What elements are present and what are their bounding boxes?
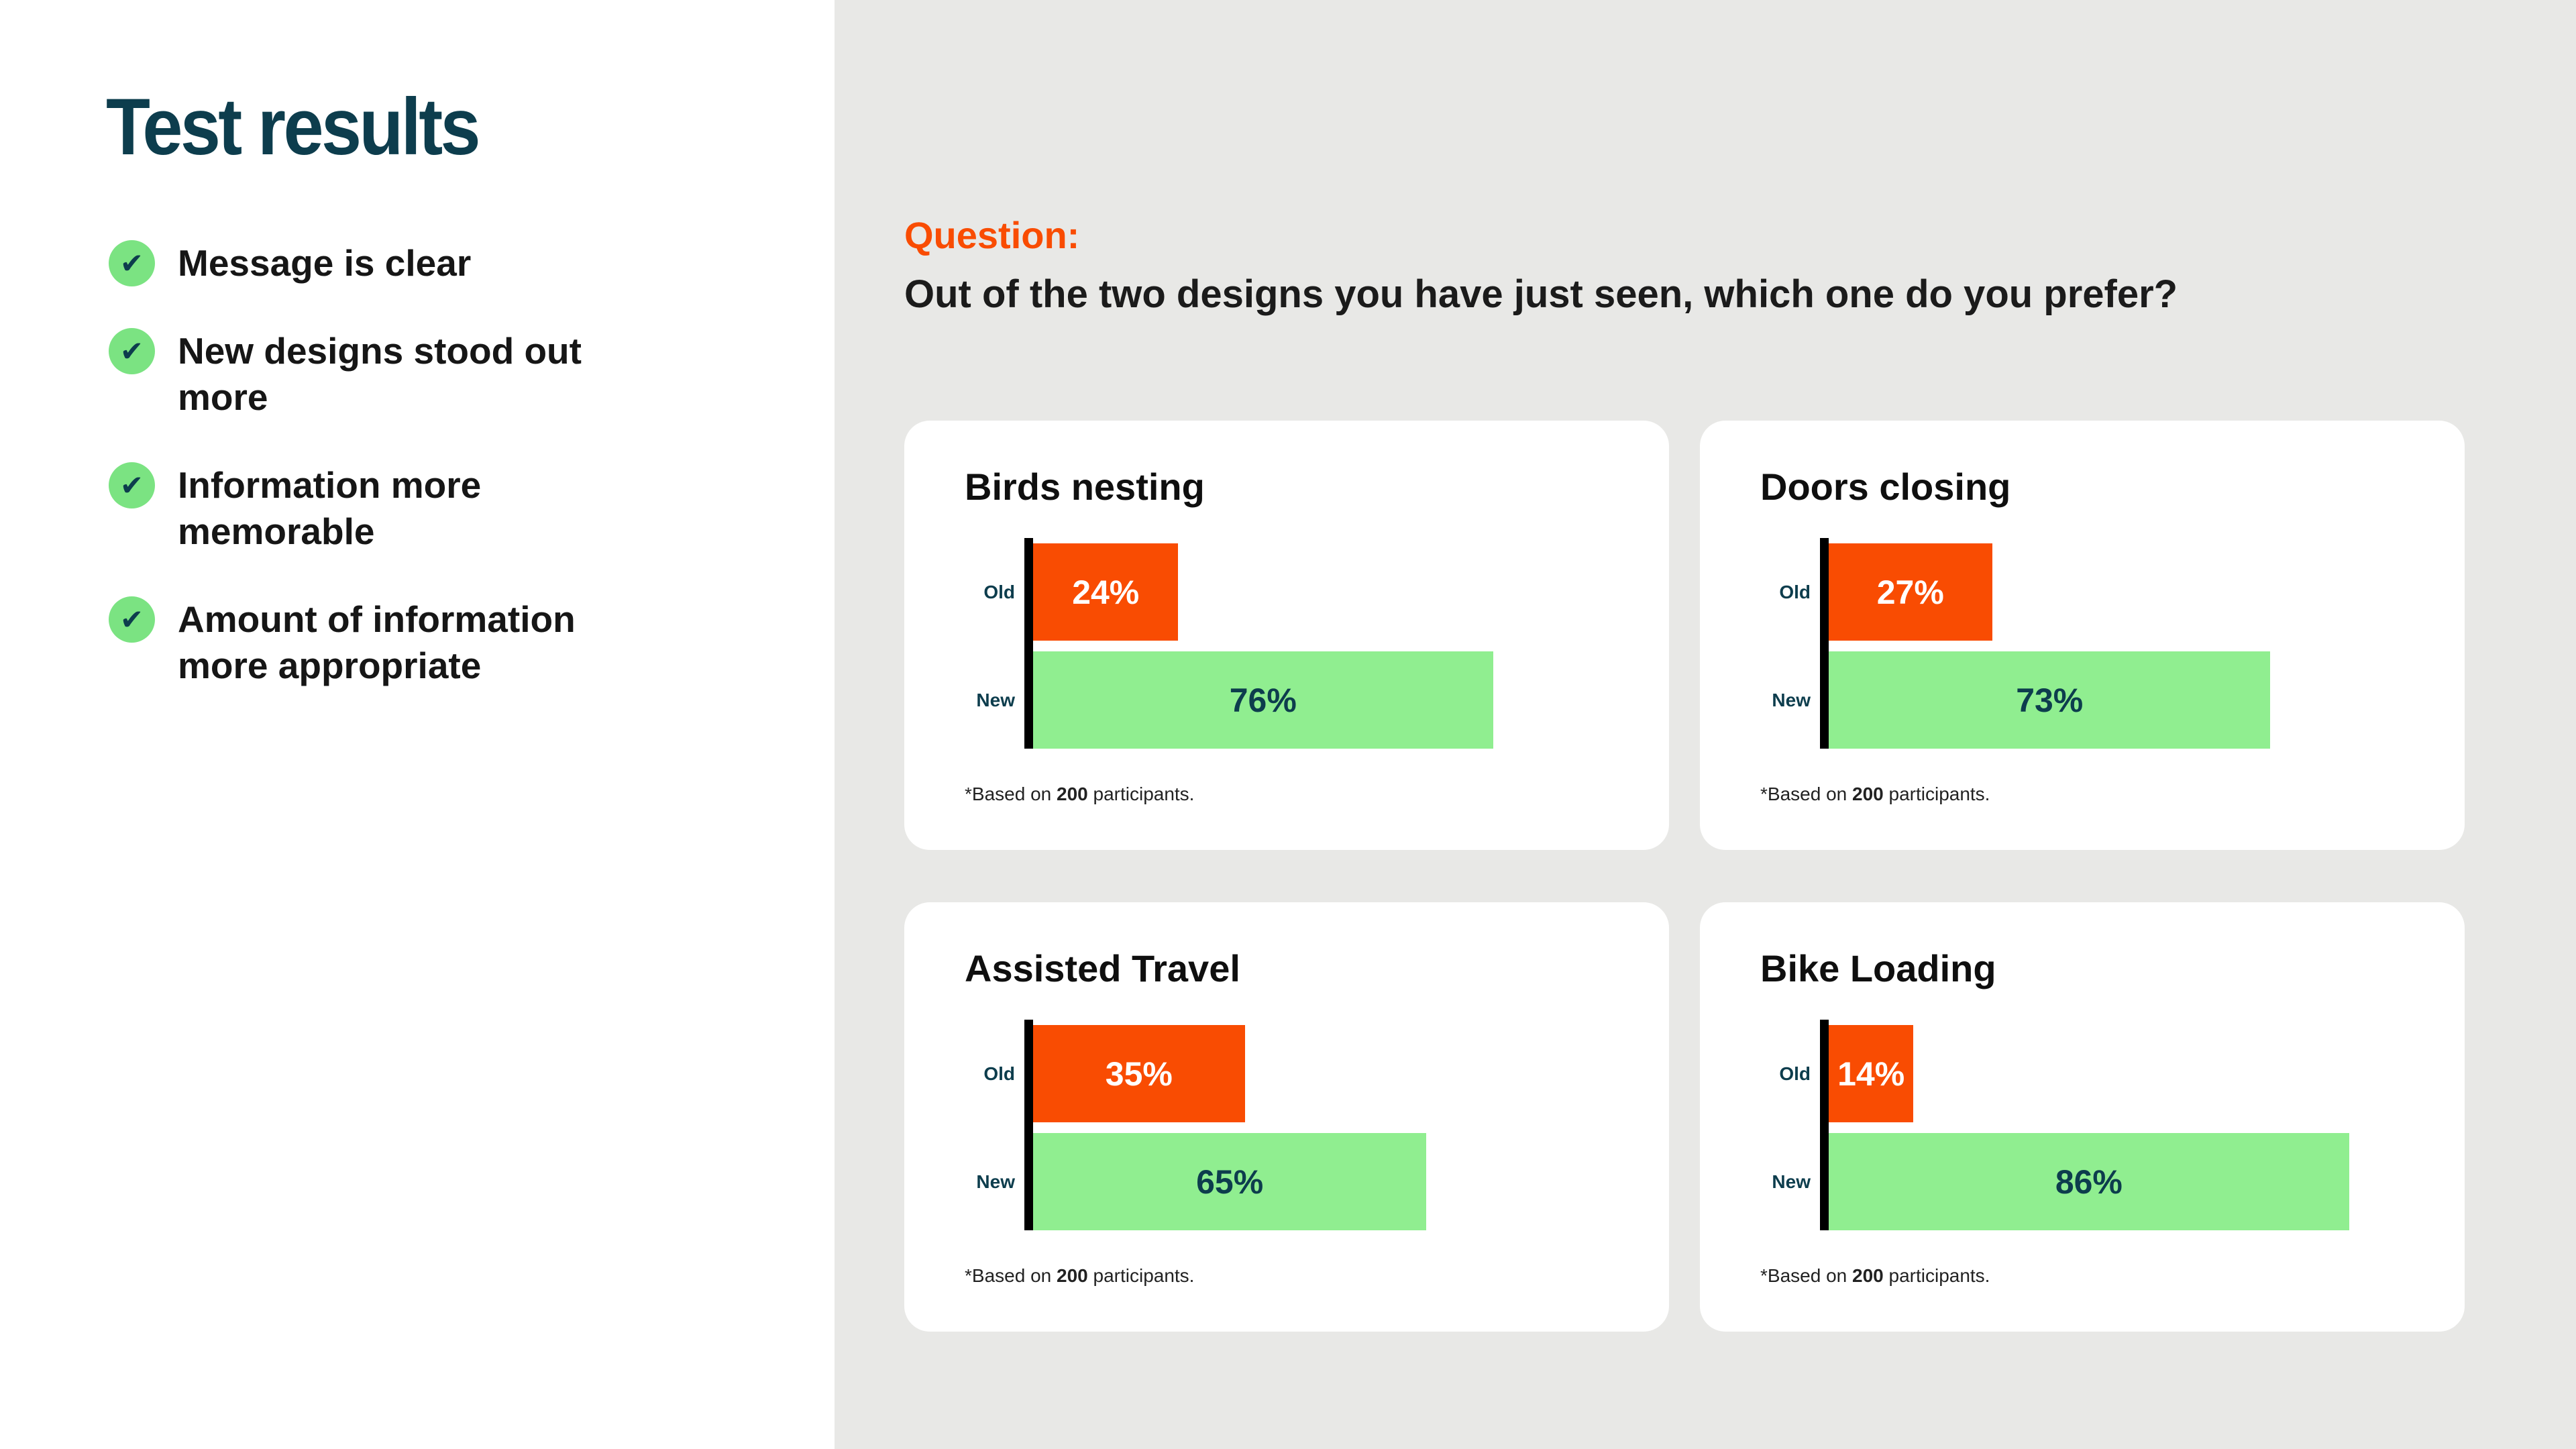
bar-value-old: 24% bbox=[1072, 573, 1140, 611]
footnote-prefix: *Based on bbox=[965, 1265, 1057, 1286]
footnote: *Based on 200 participants. bbox=[965, 1265, 1638, 1287]
chart-title: Birds nesting bbox=[965, 466, 1205, 508]
bar-row-old: 35% bbox=[1033, 1025, 1638, 1122]
bar-row-new: 65% bbox=[1033, 1133, 1638, 1230]
chart-plot-axis: 35% 65% bbox=[1024, 1020, 1638, 1230]
footnote-suffix: participants. bbox=[1087, 784, 1195, 804]
category-label-old: Old bbox=[1779, 581, 1811, 602]
bar-row-new: 76% bbox=[1033, 651, 1638, 749]
checklist-label: Message is clear bbox=[178, 242, 472, 284]
footnote-count: 200 bbox=[1057, 1265, 1088, 1286]
category-label-new: New bbox=[1772, 689, 1811, 710]
bar-old: 24% bbox=[1033, 543, 1179, 641]
checklist-item: ✔ Amount of information more appropriate bbox=[109, 596, 712, 689]
check-icon: ✔ bbox=[109, 596, 155, 643]
footnote: *Based on 200 participants. bbox=[1760, 1265, 2434, 1287]
footnote-count: 200 bbox=[1852, 1265, 1884, 1286]
checklist-item: ✔ Message is clear bbox=[109, 240, 712, 286]
bar-old: 35% bbox=[1033, 1025, 1245, 1122]
bar-chart: Old New 24% 76% bbox=[965, 538, 1638, 749]
footnote-prefix: *Based on bbox=[965, 784, 1057, 804]
checklist-item: ✔ New designs stood out more bbox=[109, 328, 712, 421]
question-text: Out of the two designs you have just see… bbox=[904, 272, 2178, 316]
bar-value-new: 73% bbox=[2016, 681, 2084, 719]
category-labels: Old New bbox=[965, 538, 1024, 749]
chart-title: Bike Loading bbox=[1760, 947, 1996, 989]
category-label-new: New bbox=[976, 1171, 1015, 1192]
checklist-label: Amount of information more appropriate bbox=[178, 598, 576, 686]
category-labels: Old New bbox=[965, 1020, 1024, 1230]
bar-value-new: 65% bbox=[1196, 1163, 1264, 1201]
category-label-new: New bbox=[976, 689, 1015, 710]
bar-chart: Old New 14% 86% bbox=[1760, 1020, 2434, 1230]
chart-plot-axis: 27% 73% bbox=[1820, 538, 2434, 749]
category-labels: Old New bbox=[1760, 538, 1820, 749]
category-labels: Old New bbox=[1760, 1020, 1820, 1230]
chart-plot-axis: 14% 86% bbox=[1820, 1020, 2434, 1230]
bar-value-old: 27% bbox=[1876, 573, 1944, 611]
bar-row-new: 86% bbox=[1829, 1133, 2434, 1230]
bar-row-old: 24% bbox=[1033, 543, 1638, 641]
footnote: *Based on 200 participants. bbox=[1760, 784, 2434, 805]
bar-value-new: 86% bbox=[2055, 1163, 2123, 1201]
bar-row-old: 27% bbox=[1829, 543, 2434, 641]
chart-card-birds-nesting: Birds nesting Old New 24% 76% *Based o bbox=[904, 421, 1669, 850]
check-icon: ✔ bbox=[109, 462, 155, 508]
checklist-item: ✔ Information more memorable bbox=[109, 462, 712, 555]
chart-card-assisted-travel: Assisted Travel Old New 35% 65% *Based bbox=[904, 902, 1669, 1332]
page-title: Test results bbox=[106, 82, 481, 172]
bar-new: 76% bbox=[1033, 651, 1493, 749]
footnote-prefix: *Based on bbox=[1760, 1265, 1852, 1286]
bar-new: 65% bbox=[1033, 1133, 1427, 1230]
footnote-suffix: participants. bbox=[1883, 784, 1990, 804]
bar-value-new: 76% bbox=[1229, 681, 1297, 719]
chart-card-doors-closing: Doors closing Old New 27% 73% *Based o bbox=[1700, 421, 2465, 850]
bar-value-old: 35% bbox=[1105, 1055, 1173, 1093]
category-label-old: Old bbox=[983, 1063, 1015, 1084]
chart-cards-grid: Birds nesting Old New 24% 76% *Based o bbox=[904, 421, 2465, 1332]
bar-chart: Old New 27% 73% bbox=[1760, 538, 2434, 749]
footnote-suffix: participants. bbox=[1883, 1265, 1990, 1286]
checklist-label: New designs stood out more bbox=[178, 330, 582, 418]
question-block: Question: Out of the two designs you hav… bbox=[904, 213, 2514, 317]
bar-row-old: 14% bbox=[1829, 1025, 2434, 1122]
chart-title: Doors closing bbox=[1760, 466, 2011, 508]
chart-plot-axis: 24% 76% bbox=[1024, 538, 1638, 749]
category-label-old: Old bbox=[983, 581, 1015, 602]
chart-title: Assisted Travel bbox=[965, 947, 1240, 989]
check-icon: ✔ bbox=[109, 240, 155, 286]
bar-old: 27% bbox=[1829, 543, 1992, 641]
bar-chart: Old New 35% 65% bbox=[965, 1020, 1638, 1230]
bar-new: 73% bbox=[1829, 651, 2271, 749]
footnote-count: 200 bbox=[1057, 784, 1088, 804]
bar-value-old: 14% bbox=[1837, 1055, 1905, 1093]
category-label-old: Old bbox=[1779, 1063, 1811, 1084]
chart-card-bike-loading: Bike Loading Old New 14% 86% *Based on bbox=[1700, 902, 2465, 1332]
question-label: Question: bbox=[904, 214, 1080, 256]
bar-row-new: 73% bbox=[1829, 651, 2434, 749]
footnote-prefix: *Based on bbox=[1760, 784, 1852, 804]
bar-old: 14% bbox=[1829, 1025, 1914, 1122]
bar-new: 86% bbox=[1829, 1133, 2349, 1230]
check-icon: ✔ bbox=[109, 328, 155, 374]
checklist-label: Information more memorable bbox=[178, 464, 482, 552]
checklist: ✔ Message is clear ✔ New designs stood o… bbox=[109, 240, 712, 689]
footnote: *Based on 200 participants. bbox=[965, 784, 1638, 805]
footnote-count: 200 bbox=[1852, 784, 1884, 804]
footnote-suffix: participants. bbox=[1087, 1265, 1195, 1286]
category-label-new: New bbox=[1772, 1171, 1811, 1192]
